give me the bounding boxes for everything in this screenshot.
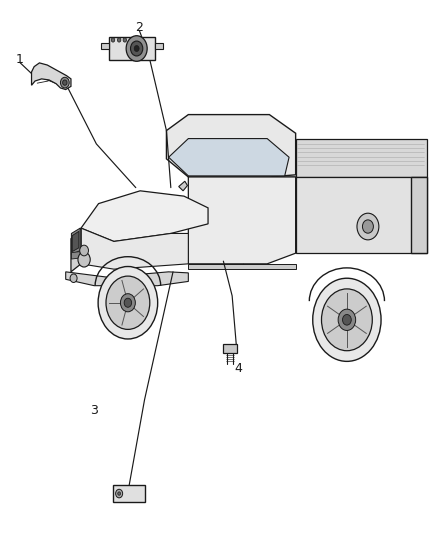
Circle shape: [120, 294, 135, 312]
Circle shape: [124, 298, 131, 307]
Polygon shape: [101, 43, 109, 49]
Text: 2: 2: [135, 21, 143, 34]
Text: 4: 4: [235, 362, 243, 375]
Circle shape: [106, 276, 150, 329]
Polygon shape: [166, 115, 296, 177]
Circle shape: [321, 289, 372, 351]
Circle shape: [123, 38, 127, 42]
Text: 3: 3: [90, 404, 98, 417]
Text: 1: 1: [16, 53, 24, 66]
Circle shape: [134, 45, 139, 52]
Polygon shape: [411, 177, 427, 253]
Polygon shape: [71, 252, 80, 259]
Polygon shape: [81, 228, 188, 269]
Polygon shape: [71, 228, 80, 255]
Polygon shape: [188, 177, 296, 264]
Circle shape: [70, 274, 77, 282]
Circle shape: [111, 38, 115, 42]
Circle shape: [117, 38, 121, 42]
Circle shape: [60, 77, 69, 88]
Circle shape: [338, 309, 356, 330]
Polygon shape: [66, 272, 188, 286]
Circle shape: [343, 314, 351, 325]
Polygon shape: [72, 231, 79, 252]
Circle shape: [362, 220, 373, 233]
Circle shape: [98, 266, 158, 339]
Circle shape: [80, 245, 88, 256]
Circle shape: [63, 80, 67, 85]
Polygon shape: [155, 43, 163, 49]
Polygon shape: [296, 177, 427, 253]
Polygon shape: [267, 177, 296, 208]
Circle shape: [116, 489, 123, 498]
Polygon shape: [188, 264, 296, 269]
Circle shape: [313, 278, 381, 361]
Polygon shape: [109, 37, 155, 60]
Polygon shape: [71, 228, 81, 272]
Polygon shape: [296, 139, 427, 177]
Circle shape: [118, 492, 120, 495]
Polygon shape: [223, 344, 237, 353]
Polygon shape: [32, 63, 71, 90]
Circle shape: [357, 213, 379, 240]
Polygon shape: [81, 191, 208, 241]
Polygon shape: [169, 139, 289, 176]
Polygon shape: [179, 181, 187, 191]
Circle shape: [131, 41, 143, 56]
Circle shape: [78, 252, 90, 267]
Polygon shape: [113, 485, 145, 502]
Circle shape: [126, 36, 147, 61]
